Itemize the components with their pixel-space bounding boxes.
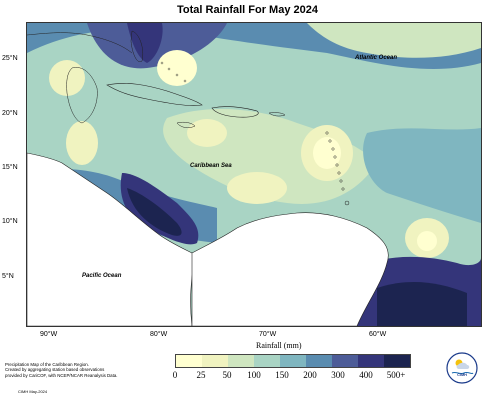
- legend-tick-25: 25: [196, 370, 206, 380]
- lon-label-60w: 60°W: [369, 331, 387, 338]
- cimh-logo-text: CIMH: [457, 373, 467, 377]
- florida-outline: [130, 30, 143, 63]
- rainfall-florida-peak: [127, 23, 163, 63]
- rainfall-dry-venezuela-coast: [227, 172, 287, 204]
- rainfall-east-atlantic: [363, 128, 481, 223]
- legend-tick-150: 150: [275, 370, 289, 380]
- lat-label-15n: 15°N: [2, 164, 18, 171]
- caribbean-sea-label: Caribbean Sea: [190, 163, 232, 169]
- rainfall-central-america-peak: [127, 188, 182, 236]
- rainfall-atlantic-light: [307, 23, 481, 58]
- legend-swatch-7: [358, 355, 384, 367]
- rainfall-driest-lesser-antilles: [313, 137, 341, 169]
- rainfall-dry-yucatan: [66, 121, 98, 165]
- legend-swatch-4: [280, 355, 306, 367]
- hispaniola-outline: [211, 106, 259, 118]
- pacific-ocean-label: Pacific Ocean: [82, 273, 122, 279]
- legend-colorbar: [175, 354, 411, 368]
- footer-note-line-2: Created by aggregating station based obs…: [5, 367, 105, 373]
- lon-label-70w: 70°W: [259, 331, 277, 338]
- rainfall-driest-atlantic: [417, 231, 437, 251]
- legend-tick-500-plus: 500+: [386, 370, 406, 380]
- legend-swatch-3: [254, 355, 280, 367]
- legend-tick-50: 50: [222, 370, 232, 380]
- legend-unit-label: Rainfall (mm): [256, 341, 302, 350]
- footer-credit: CIMH May-2024: [18, 389, 48, 394]
- legend-swatch-8: [384, 355, 410, 367]
- legend-swatch-6: [332, 355, 358, 367]
- legend-tick-200: 200: [303, 370, 317, 380]
- gulf-coast-outline: [27, 32, 133, 54]
- lat-label-20n: 20°N: [2, 110, 18, 117]
- lat-label-10n: 10°N: [2, 218, 18, 225]
- legend-swatch-1: [202, 355, 228, 367]
- rainfall-map: [26, 22, 482, 327]
- lat-label-5n: 5°N: [2, 273, 14, 280]
- footer-note-line-3: provided by CariCOF, with NCEP/NCAR Rean…: [5, 372, 118, 378]
- footer-note-line-1: Precipitation Map of the Caribbean Regio…: [5, 362, 89, 367]
- map-title: Total Rainfall For May 2024: [176, 4, 318, 16]
- legend-swatch-5: [306, 355, 332, 367]
- rainfall-guianas-peak: [377, 281, 467, 326]
- rainfall-dry-gulf: [49, 60, 85, 96]
- legend-tick-100: 100: [247, 370, 261, 380]
- lesser-antilles: [325, 131, 350, 206]
- jamaica-outline: [176, 121, 196, 128]
- atlantic-ocean-label: Atlantic Ocean: [355, 55, 398, 61]
- puerto-rico-outline: [268, 112, 286, 117]
- cimh-logo: [446, 352, 478, 384]
- rainfall-map-svg: [27, 23, 481, 326]
- legend-tick-0: 0: [172, 370, 178, 380]
- lat-label-25n: 25°N: [2, 55, 18, 62]
- legend-swatch-0: [176, 355, 202, 367]
- bahamas: [160, 61, 187, 83]
- south-america-land: [191, 212, 389, 326]
- rainfall-dry-bahamas: [157, 50, 197, 86]
- yucatan-outline: [66, 67, 98, 124]
- footer-note: Precipitation Map of the Caribbean Regio…: [5, 362, 145, 378]
- legend-tick-400: 400: [359, 370, 373, 380]
- lon-label-90w: 90°W: [40, 331, 58, 338]
- legend-swatch-2: [228, 355, 254, 367]
- cuba-outline: [106, 83, 203, 106]
- rainfall-dry-jamaica: [187, 119, 227, 147]
- lon-label-80w: 80°W: [150, 331, 168, 338]
- legend-tick-300: 300: [331, 370, 345, 380]
